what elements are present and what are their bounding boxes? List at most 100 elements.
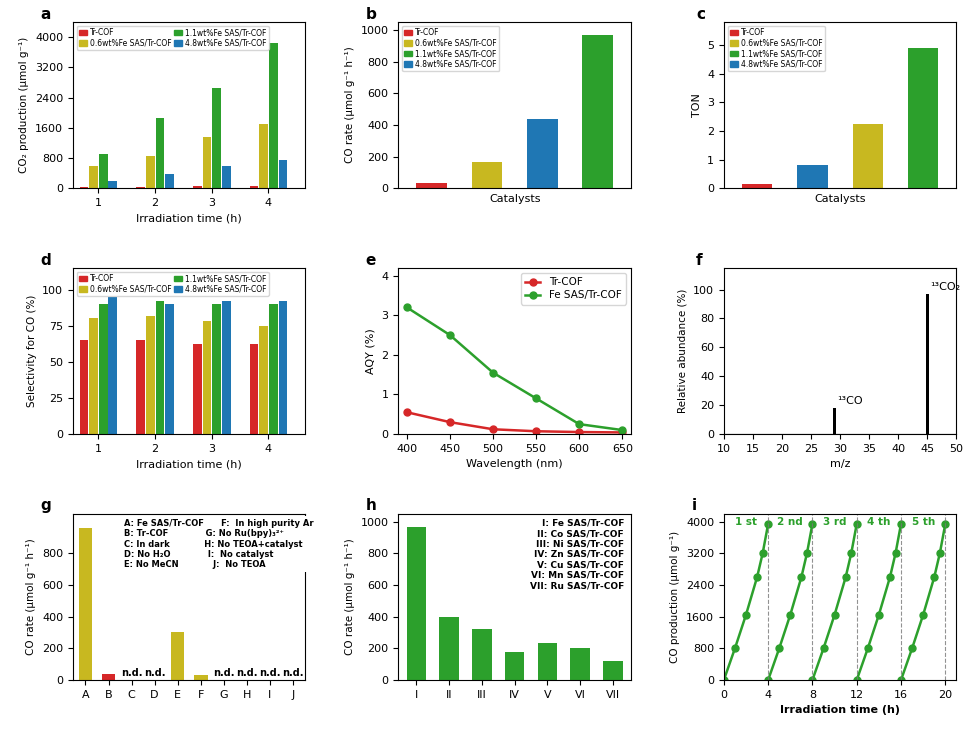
Text: n.d.: n.d. (259, 668, 281, 678)
Text: 4 th: 4 th (867, 517, 890, 527)
Text: n.d.: n.d. (282, 668, 304, 678)
Text: e: e (366, 253, 376, 268)
Y-axis label: AQY (%): AQY (%) (366, 328, 376, 374)
Bar (538, 642, 557, 680)
Bar (80, 340, 88, 434)
Bar (570, 648, 590, 680)
Bar (222, 301, 230, 434)
Y-axis label: CO₂ production (μmol g⁻¹): CO₂ production (μmol g⁻¹) (19, 37, 29, 173)
Text: ¹³CO₂: ¹³CO₂ (930, 282, 960, 292)
X-axis label: Irradiation time (h): Irradiation time (h) (780, 705, 900, 715)
X-axis label: Catalysts: Catalysts (488, 194, 541, 204)
Bar (136, 340, 145, 434)
Bar (926, 294, 928, 434)
Bar (155, 118, 164, 188)
Text: 2 nd: 2 nd (778, 517, 803, 527)
Bar (259, 124, 268, 188)
Text: f: f (696, 253, 703, 268)
Bar (146, 315, 154, 434)
Bar (213, 88, 221, 188)
Text: n.d.: n.d. (144, 668, 165, 678)
Text: g: g (40, 498, 51, 514)
X-axis label: Catalysts: Catalysts (815, 194, 866, 204)
Bar (417, 184, 447, 188)
Bar (250, 345, 258, 434)
Bar (797, 165, 827, 188)
X-axis label: m/z: m/z (830, 459, 851, 470)
Bar (250, 186, 258, 188)
Bar (583, 35, 613, 188)
Y-axis label: TON: TON (691, 93, 701, 117)
X-axis label: Irradiation time (h): Irradiation time (h) (136, 213, 242, 223)
Text: a: a (40, 7, 50, 22)
Bar (269, 304, 278, 434)
Fe SAS/Tr-COF (574, 420, 586, 429)
Bar (136, 187, 145, 188)
Text: n.d.: n.d. (236, 668, 257, 678)
Text: h: h (366, 498, 377, 514)
Bar (193, 345, 202, 434)
Bar (89, 318, 98, 434)
Text: n.d.: n.d. (213, 668, 234, 678)
Fe SAS/Tr-COF (617, 426, 628, 434)
Bar (99, 304, 108, 434)
Tr-COF (530, 427, 542, 436)
Legend: Tr-COF, 0.6wt%Fe SAS/Tr-COF, 1.1wt%Fe SAS/Tr-COF, 4.8wt%Fe SAS/Tr-COF: Tr-COF, 0.6wt%Fe SAS/Tr-COF, 1.1wt%Fe SA… (77, 272, 269, 295)
Bar (79, 528, 92, 680)
X-axis label: Wavelength (nm): Wavelength (nm) (466, 459, 563, 470)
Bar (259, 326, 268, 434)
Bar (165, 173, 174, 188)
Legend: Tr-COF, Fe SAS/Tr-COF: Tr-COF, Fe SAS/Tr-COF (520, 273, 625, 304)
Text: 5 th: 5 th (912, 517, 935, 527)
Text: ¹³CO: ¹³CO (837, 396, 863, 406)
X-axis label: Irradiation time (h): Irradiation time (h) (136, 459, 242, 470)
Text: 3 rd: 3 rd (822, 517, 847, 527)
Bar (908, 48, 938, 188)
Bar (203, 137, 212, 188)
Bar (833, 408, 835, 434)
Bar (279, 301, 287, 434)
Text: A: Fe SAS/Tr-COF      F:  In high purity Ar
B: Tr-COF             G: No Ru(bpy)₃: A: Fe SAS/Tr-COF F: In high purity Ar B:… (124, 519, 314, 570)
Bar (109, 297, 117, 434)
Text: n.d.: n.d. (120, 668, 143, 678)
Bar (269, 43, 278, 188)
Tr-COF (444, 417, 455, 426)
Legend: Tr-COF, 0.6wt%Fe SAS/Tr-COF, 1.1wt%Fe SAS/Tr-COF, 4.8wt%Fe SAS/Tr-COF: Tr-COF, 0.6wt%Fe SAS/Tr-COF, 1.1wt%Fe SA… (402, 26, 499, 71)
Bar (155, 301, 164, 434)
Legend: Tr-COF, 0.6wt%Fe SAS/Tr-COF, 1.1wt%Fe SAS/Tr-COF, 4.8wt%Fe SAS/Tr-COF: Tr-COF, 0.6wt%Fe SAS/Tr-COF, 1.1wt%Fe SA… (727, 26, 824, 71)
Y-axis label: CO rate (μmol g⁻¹ h⁻¹): CO rate (μmol g⁻¹ h⁻¹) (26, 539, 37, 655)
Tr-COF (574, 428, 586, 437)
Bar (193, 186, 202, 188)
Tr-COF (401, 408, 413, 417)
Y-axis label: CO rate (μmol g⁻¹ h⁻¹): CO rate (μmol g⁻¹ h⁻¹) (345, 47, 355, 163)
Bar (99, 154, 108, 188)
Text: 1 st: 1 st (735, 517, 757, 527)
Bar (102, 674, 116, 680)
Bar (165, 304, 174, 434)
Bar (109, 181, 117, 188)
Fe SAS/Tr-COF (444, 331, 455, 340)
Y-axis label: CO rate (μmol g⁻¹ h⁻¹): CO rate (μmol g⁻¹ h⁻¹) (345, 539, 355, 655)
Bar (213, 304, 221, 434)
Y-axis label: Relative abundance (%): Relative abundance (%) (678, 289, 687, 413)
Bar (203, 321, 212, 434)
Fe SAS/Tr-COF (401, 303, 413, 312)
Bar (472, 162, 502, 188)
Y-axis label: Selectivity for CO (%): Selectivity for CO (%) (26, 295, 37, 407)
Bar (505, 652, 524, 680)
Legend: Tr-COF, 0.6wt%Fe SAS/Tr-COF, 1.1wt%Fe SAS/Tr-COF, 4.8wt%Fe SAS/Tr-COF: Tr-COF, 0.6wt%Fe SAS/Tr-COF, 1.1wt%Fe SA… (77, 26, 269, 50)
Fe SAS/Tr-COF (487, 368, 499, 377)
Text: i: i (691, 498, 696, 514)
Y-axis label: CO production (μmol g⁻¹): CO production (μmol g⁻¹) (670, 531, 681, 663)
Bar (472, 629, 491, 680)
Text: b: b (366, 7, 377, 22)
Bar (193, 675, 208, 680)
Tr-COF (487, 425, 499, 434)
Bar (146, 156, 154, 188)
Line: Tr-COF: Tr-COF (404, 409, 625, 436)
Tr-COF (617, 428, 628, 437)
Bar (222, 165, 230, 188)
Bar (742, 184, 772, 188)
Line: Fe SAS/Tr-COF: Fe SAS/Tr-COF (404, 304, 625, 434)
Bar (171, 632, 184, 680)
